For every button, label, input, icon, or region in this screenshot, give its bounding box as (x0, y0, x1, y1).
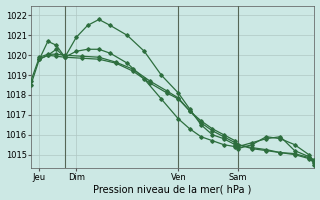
X-axis label: Pression niveau de la mer( hPa ): Pression niveau de la mer( hPa ) (93, 184, 252, 194)
